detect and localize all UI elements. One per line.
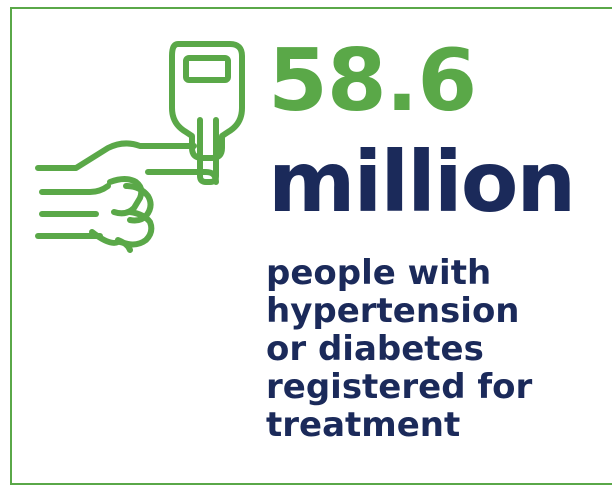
stat-unit: million bbox=[268, 133, 576, 231]
caption-line: or diabetes bbox=[266, 329, 484, 369]
caption-line: registered for bbox=[266, 367, 533, 407]
stat-caption: people with hypertension or diabetes reg… bbox=[266, 254, 596, 444]
caption-line: people with bbox=[266, 253, 492, 293]
stat-value: 58.6 bbox=[268, 31, 477, 131]
glucometer-hand-icon bbox=[35, 41, 245, 253]
caption-line: hypertension bbox=[266, 291, 520, 331]
caption-line: treatment bbox=[266, 405, 461, 445]
